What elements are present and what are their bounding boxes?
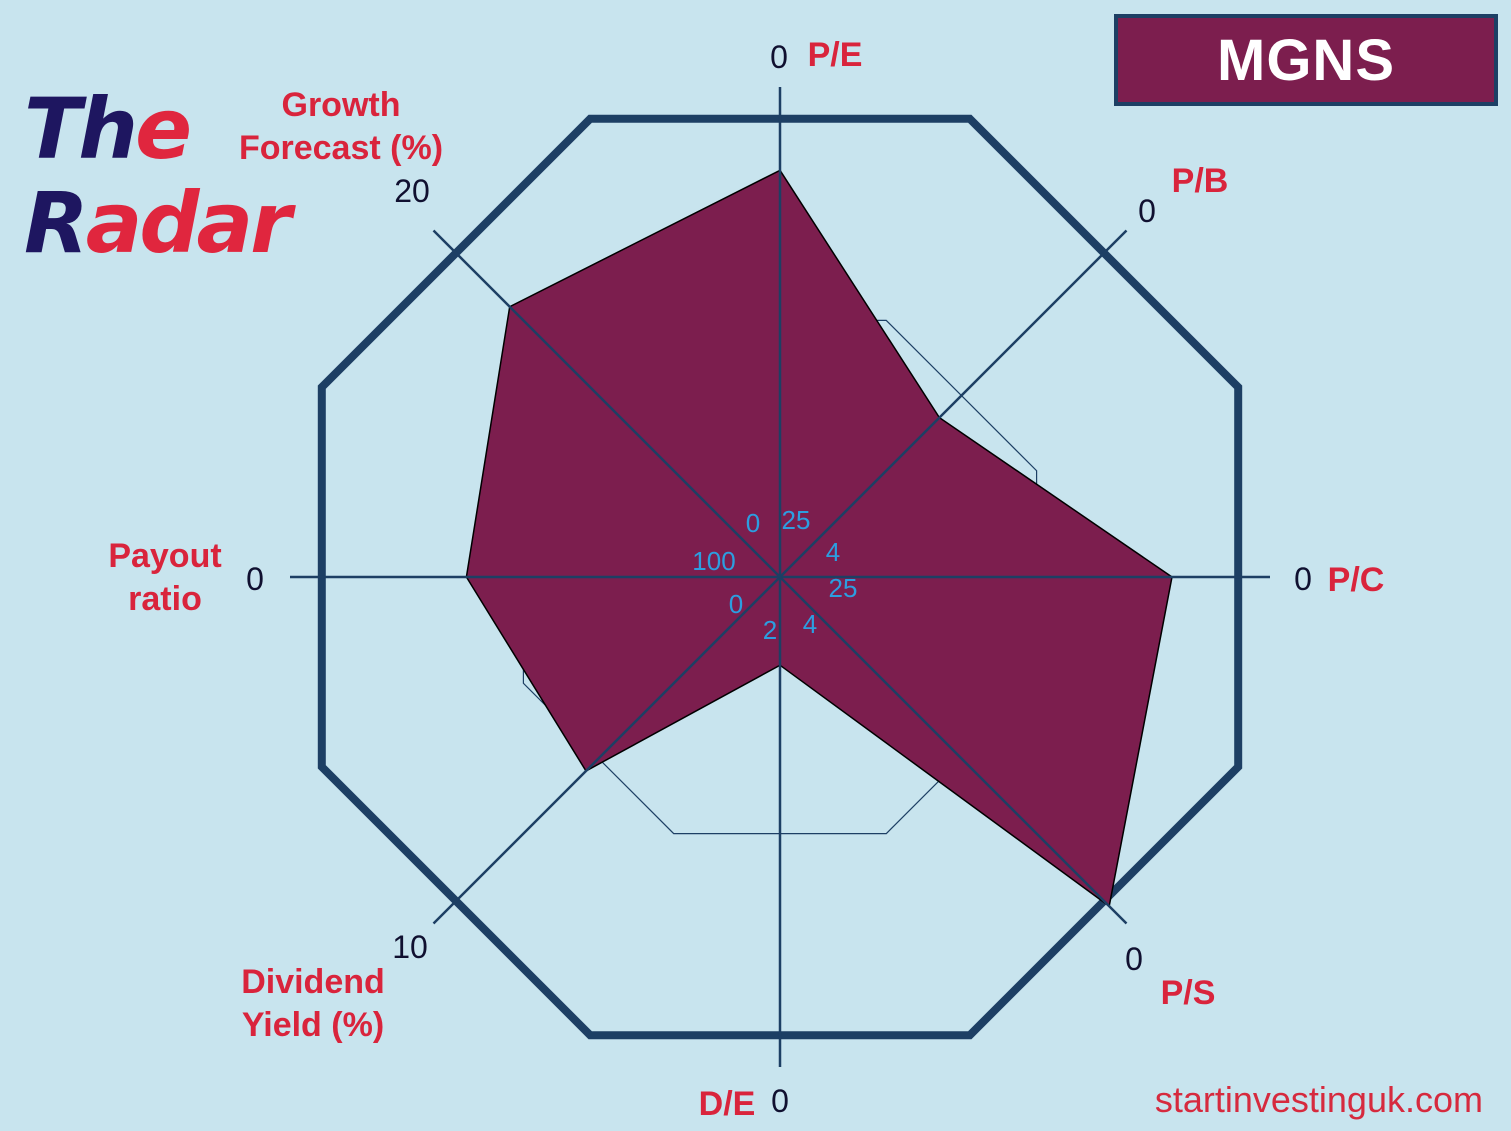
outer-tick-dividend-yield: 10 (392, 929, 428, 965)
axis-label-dividend-yield-line2: Yield (%) (242, 1006, 384, 1044)
outer-tick-de: 0 (771, 1083, 789, 1119)
axis-label-payout-ratio-line2: ratio (128, 580, 202, 618)
axis-label-pc: P/C (1328, 561, 1385, 599)
outer-tick-pb: 0 (1138, 193, 1156, 229)
spoke-dividend-yield (432, 576, 781, 925)
axis-label-payout-ratio-line1: Payout (108, 537, 221, 575)
outer-tick-pc: 0 (1294, 561, 1312, 597)
inner-tick-de: 2 (763, 615, 777, 645)
outer-tick-growth-forecast: 20 (394, 173, 430, 209)
inner-tick-pb: 4 (826, 537, 840, 567)
radar-frame-octagon (317, 114, 1243, 1040)
spoke-pb (779, 229, 1128, 578)
inner-tick-pc: 25 (829, 573, 858, 603)
spoke-ps (779, 576, 1128, 925)
axis-label-growth-forecast-line2: Forecast (%) (239, 129, 443, 167)
axis-label-pe: P/E (808, 36, 863, 74)
axis-label-growth-forecast-line1: Growth (282, 86, 401, 124)
inner-tick-ps: 4 (803, 609, 817, 639)
the-radar-logo: The Radar (24, 80, 292, 272)
axis-label-ps: P/S (1161, 974, 1216, 1012)
axis-label-dividend-yield-line1: Dividend (241, 963, 385, 1001)
outer-tick-payout-ratio: 0 (246, 561, 264, 597)
spoke-growth-forecast (432, 229, 781, 578)
inner-tick-pe: 25 (782, 505, 811, 535)
ticker-badge: MGNS (1114, 14, 1498, 106)
website-credit: startinvestinguk.com (1154, 1079, 1483, 1120)
inner-tick-growth-forecast: 0 (746, 508, 760, 538)
axis-label-pb: P/B (1172, 162, 1229, 200)
inner-tick-payout-ratio: 100 (692, 546, 735, 576)
axis-label-de: D/E (699, 1085, 756, 1123)
outer-tick-ps: 0 (1125, 941, 1143, 977)
inner-tick-dividend-yield: 0 (729, 589, 743, 619)
outer-tick-pe: 0 (770, 39, 788, 75)
